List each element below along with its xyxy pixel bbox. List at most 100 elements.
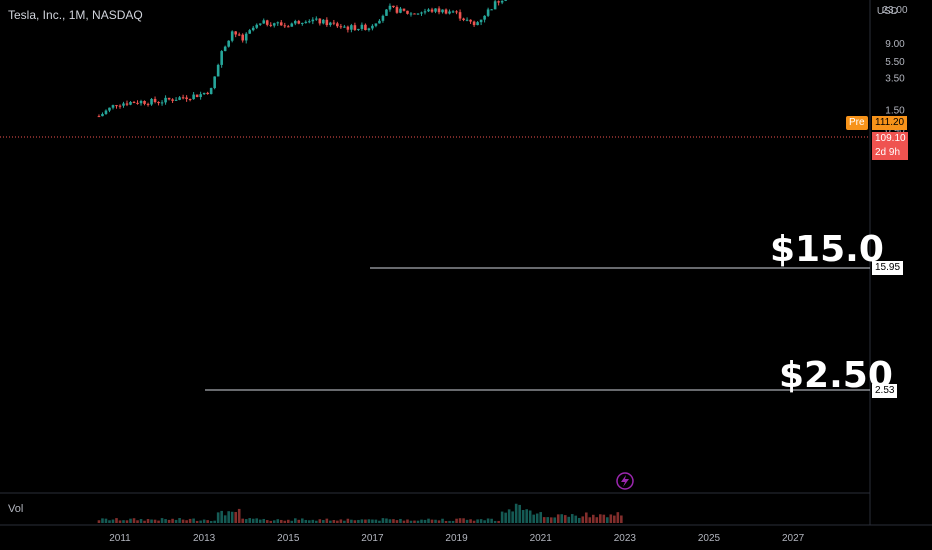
candle-body xyxy=(251,27,255,31)
volume-bar xyxy=(108,520,111,523)
candle-body xyxy=(304,21,308,23)
candle-body xyxy=(241,34,245,41)
candle-body xyxy=(111,105,115,108)
candle-body xyxy=(420,12,423,14)
candle-body xyxy=(371,25,374,29)
volume-bar xyxy=(262,518,266,523)
volume-bar xyxy=(479,519,483,523)
volume-bar xyxy=(171,518,174,523)
volume-bar xyxy=(511,511,514,523)
volume-bar xyxy=(304,519,308,523)
candle-body xyxy=(350,25,353,30)
volume-bar xyxy=(325,518,329,523)
volume-bar xyxy=(318,519,322,523)
candle-body xyxy=(258,23,262,25)
volume-bar xyxy=(606,517,609,523)
volume-bar xyxy=(146,519,150,523)
candle-body xyxy=(458,12,462,19)
volume-bar xyxy=(437,520,441,523)
candle-body xyxy=(395,7,399,13)
candle-body xyxy=(413,13,416,15)
volume-bar xyxy=(315,520,318,523)
candle-body xyxy=(195,94,199,98)
candle-body xyxy=(367,28,371,31)
candle-body xyxy=(311,19,315,22)
candle-body xyxy=(322,19,325,24)
volume-bar xyxy=(441,518,444,523)
candle-body xyxy=(213,76,216,89)
symbol-title[interactable]: Tesla, Inc., 1M, NASDAQ xyxy=(8,8,143,22)
volume-bar xyxy=(125,520,129,523)
candle-body xyxy=(465,19,469,21)
candle-body xyxy=(437,8,441,13)
candle-body xyxy=(357,28,360,30)
volume-bar xyxy=(241,518,245,523)
price-tick-label: 0.90 xyxy=(885,125,905,136)
candle-body xyxy=(153,98,157,102)
volume-bar xyxy=(104,518,108,523)
volume-bar xyxy=(392,519,395,523)
volume-bar xyxy=(188,518,192,523)
candle-body xyxy=(416,13,420,15)
volume-bar xyxy=(230,511,234,523)
candle-body xyxy=(378,20,381,24)
last-price-tag: 109.10 xyxy=(872,132,908,146)
candle-body xyxy=(202,92,206,95)
candle-body xyxy=(104,110,108,114)
candle-body xyxy=(178,97,181,100)
volume-bar xyxy=(122,520,125,523)
volume-bar xyxy=(129,518,132,523)
volume-bar xyxy=(556,514,560,523)
volume-bar xyxy=(444,520,448,523)
candle-body xyxy=(220,51,223,65)
volume-bar xyxy=(465,519,469,523)
volume-bar xyxy=(343,520,346,523)
volume-bar xyxy=(371,519,374,523)
candle-body xyxy=(108,107,111,111)
candle-body xyxy=(223,46,227,52)
candle-body xyxy=(129,102,132,105)
candle-body xyxy=(455,11,458,13)
candle-body xyxy=(132,102,136,104)
volume-bar xyxy=(395,520,399,523)
pre-market-price: 111.20 xyxy=(872,116,908,130)
candle-body xyxy=(476,22,479,26)
candle-body xyxy=(115,105,118,107)
time-tick-label: 2021 xyxy=(530,533,553,544)
volume-bar xyxy=(311,519,315,523)
volume-bar xyxy=(209,520,213,523)
candle-body xyxy=(500,0,504,3)
lightning-icon[interactable] xyxy=(616,472,634,490)
candle-body xyxy=(381,15,385,21)
volume-bar xyxy=(609,514,613,523)
volume-bar xyxy=(276,519,280,523)
volume-bar xyxy=(255,518,259,523)
time-tick-label: 2023 xyxy=(614,533,637,544)
price-tick-label: 35.00 xyxy=(882,0,907,1)
candle-body xyxy=(497,1,500,3)
candle-body xyxy=(462,18,465,21)
volume-bar xyxy=(455,518,458,523)
volume-bar xyxy=(507,509,511,523)
candle-body xyxy=(448,11,451,14)
price-tick-label: 3.50 xyxy=(885,74,905,85)
candle-body xyxy=(329,22,332,26)
volume-bar xyxy=(111,519,115,523)
candle-body xyxy=(504,0,507,1)
volume-bar xyxy=(220,510,223,523)
candle-body xyxy=(185,97,188,100)
volume-bar xyxy=(381,518,385,523)
volume-bar xyxy=(472,520,476,523)
volume-bar xyxy=(504,512,507,523)
volume-bar xyxy=(535,513,539,523)
volume-bar xyxy=(202,519,206,523)
candle-body xyxy=(325,19,329,26)
candle-body xyxy=(248,30,252,34)
volume-bar xyxy=(136,520,139,523)
candle-body xyxy=(255,24,259,28)
volume-bars-group xyxy=(97,503,623,523)
candle-body xyxy=(472,21,476,26)
volume-bar xyxy=(553,517,557,523)
volume-bar xyxy=(364,519,367,523)
